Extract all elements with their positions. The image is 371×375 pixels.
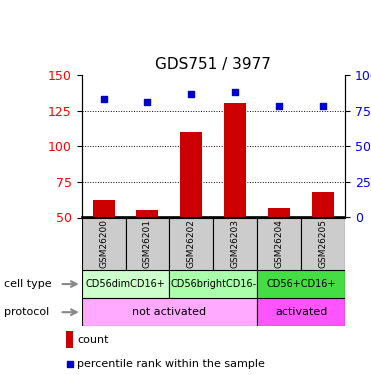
Text: GSM26200: GSM26200 [99, 219, 108, 268]
Bar [82, 270, 170, 298]
Point [144, 99, 150, 105]
Point [320, 104, 326, 110]
Text: activated: activated [275, 307, 327, 317]
Text: GSM26203: GSM26203 [231, 219, 240, 268]
Point [276, 104, 282, 110]
Text: cell type: cell type [4, 279, 51, 289]
Text: GSM26205: GSM26205 [319, 219, 328, 268]
Point [188, 90, 194, 96]
Text: CD56dimCD16+: CD56dimCD16+ [86, 279, 165, 289]
Bar [82, 217, 125, 270]
Bar [301, 217, 345, 270]
Bar [137, 210, 158, 218]
Text: percentile rank within the sample: percentile rank within the sample [77, 359, 265, 369]
Bar [170, 217, 213, 270]
Bar [125, 217, 170, 270]
Point [101, 96, 106, 102]
Bar [213, 217, 257, 270]
Bar [257, 298, 345, 326]
Bar [312, 192, 334, 217]
Title: GDS751 / 3977: GDS751 / 3977 [155, 57, 271, 72]
Bar [66, 331, 73, 348]
Text: GSM26201: GSM26201 [143, 219, 152, 268]
Bar [82, 298, 257, 326]
Bar [170, 270, 257, 298]
Bar [268, 207, 290, 218]
Text: CD56brightCD16-: CD56brightCD16- [170, 279, 256, 289]
Bar [93, 200, 115, 217]
Bar [180, 132, 202, 218]
Point [67, 361, 73, 367]
Text: not activated: not activated [132, 307, 207, 317]
Text: CD56+CD16+: CD56+CD16+ [266, 279, 336, 289]
Text: GSM26204: GSM26204 [275, 219, 284, 268]
Text: count: count [77, 335, 109, 345]
Bar [224, 104, 246, 218]
Text: protocol: protocol [4, 307, 49, 317]
Bar [257, 270, 345, 298]
Bar [257, 217, 301, 270]
Text: GSM26202: GSM26202 [187, 219, 196, 268]
Point [232, 89, 238, 95]
